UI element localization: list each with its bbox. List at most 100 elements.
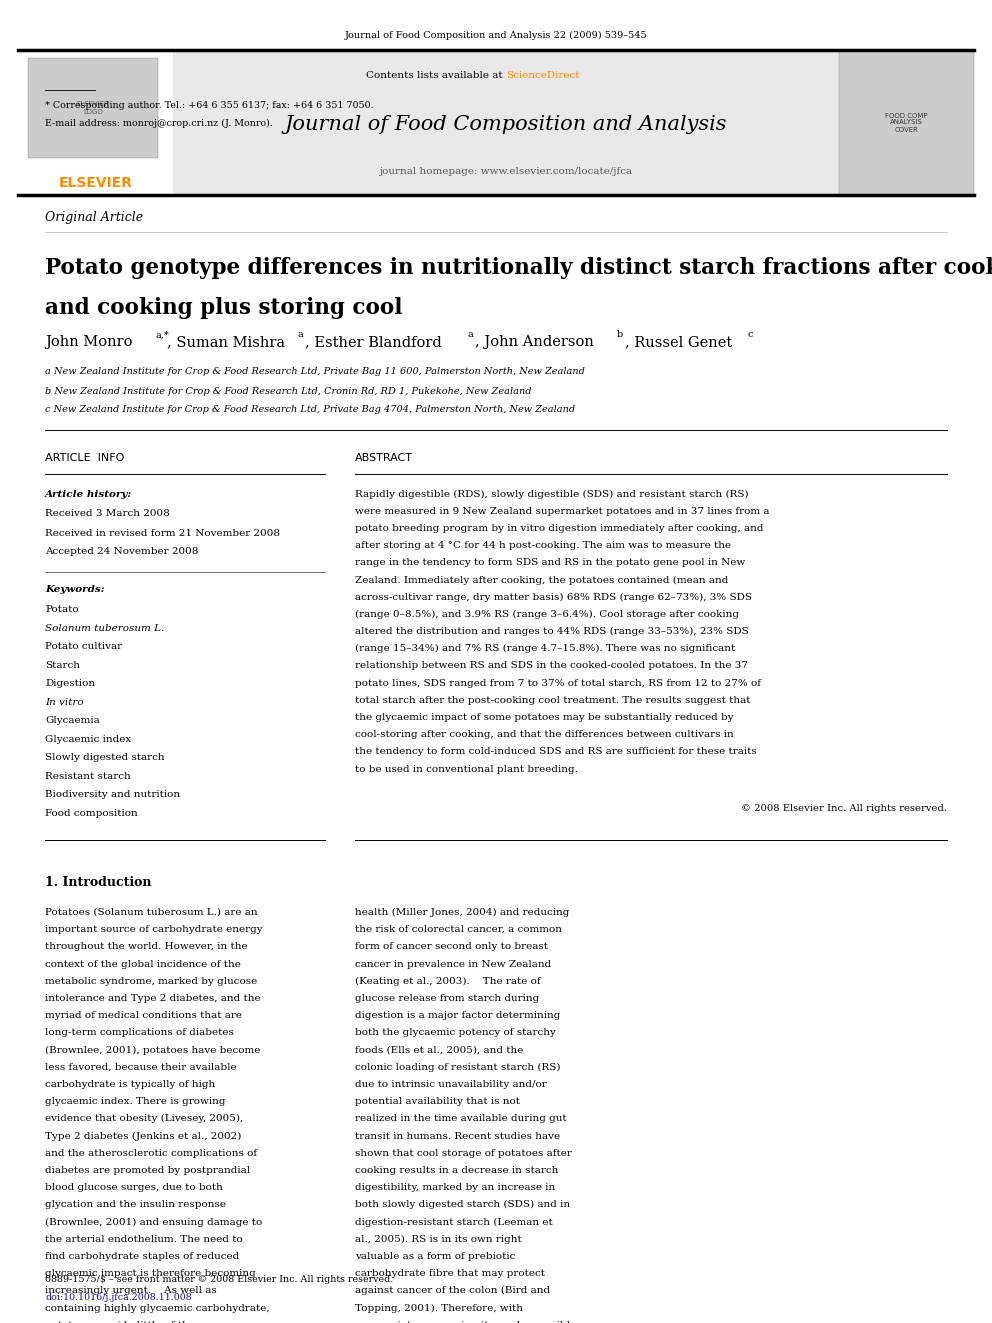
Text: glucose release from starch during: glucose release from starch during — [355, 994, 540, 1003]
Text: and the atherosclerotic complications of: and the atherosclerotic complications of — [45, 1148, 257, 1158]
Text: to be used in conventional plant breeding.: to be used in conventional plant breedin… — [355, 765, 578, 774]
Text: evidence that obesity (Livesey, 2005),: evidence that obesity (Livesey, 2005), — [45, 1114, 243, 1123]
Text: b: b — [617, 331, 623, 340]
Text: form of cancer second only to breast: form of cancer second only to breast — [355, 942, 548, 951]
Text: less favored, because their available: less favored, because their available — [45, 1062, 237, 1072]
Text: 0889-1575/$ – see front matter © 2008 Elsevier Inc. All rights reserved.: 0889-1575/$ – see front matter © 2008 El… — [45, 1274, 393, 1283]
Text: journal homepage: www.elsevier.com/locate/jfca: journal homepage: www.elsevier.com/locat… — [379, 168, 633, 176]
Text: Solanum tuberosum L.: Solanum tuberosum L. — [45, 624, 165, 632]
Text: altered the distribution and ranges to 44% RDS (range 33–53%), 23% SDS: altered the distribution and ranges to 4… — [355, 627, 749, 636]
Text: FOOD COMP
ANALYSIS
COVER: FOOD COMP ANALYSIS COVER — [885, 112, 928, 132]
Text: long-term complications of diabetes: long-term complications of diabetes — [45, 1028, 234, 1037]
Text: across-cultivar range, dry matter basis) 68% RDS (range 62–73%), 3% SDS: across-cultivar range, dry matter basis)… — [355, 593, 752, 602]
Text: after storing at 4 °C for 44 h post-cooking. The aim was to measure the: after storing at 4 °C for 44 h post-cook… — [355, 541, 731, 550]
Text: find carbohydrate staples of reduced: find carbohydrate staples of reduced — [45, 1252, 239, 1261]
Text: throughout the world. However, in the: throughout the world. However, in the — [45, 942, 248, 951]
Text: containing highly glycaemic carbohydrate,: containing highly glycaemic carbohydrate… — [45, 1303, 270, 1312]
Text: realized in the time available during gut: realized in the time available during gu… — [355, 1114, 566, 1123]
Text: potato breeding program by in vitro digestion immediately after cooking, and: potato breeding program by in vitro dige… — [355, 524, 764, 533]
Text: Received in revised form 21 November 2008: Received in revised form 21 November 200… — [45, 528, 280, 537]
Text: Resistant starch: Resistant starch — [45, 773, 131, 781]
Text: glycation and the insulin response: glycation and the insulin response — [45, 1200, 226, 1209]
Bar — [839, 50, 974, 194]
Text: Glycaemia: Glycaemia — [45, 717, 100, 725]
Text: total starch after the post-cooking cool treatment. The results suggest that: total starch after the post-cooking cool… — [355, 696, 751, 705]
Text: Contents lists available at: Contents lists available at — [366, 70, 506, 79]
Text: cooking results in a decrease in starch: cooking results in a decrease in starch — [355, 1166, 558, 1175]
Text: Journal of Food Composition and Analysis: Journal of Food Composition and Analysis — [285, 115, 727, 135]
Bar — [28, 58, 158, 157]
Text: (Brownlee, 2001) and ensuing damage to: (Brownlee, 2001) and ensuing damage to — [45, 1217, 262, 1226]
Text: b New Zealand Institute for Crop & Food Research Ltd, Cronin Rd, RD 1, Pukekohe,: b New Zealand Institute for Crop & Food … — [45, 386, 532, 396]
Text: (range 15–34%) and 7% RS (range 4.7–15.8%). There was no significant: (range 15–34%) and 7% RS (range 4.7–15.8… — [355, 644, 735, 654]
Text: valuable as a form of prebiotic: valuable as a form of prebiotic — [355, 1252, 516, 1261]
Text: due to intrinsic unavailability and/or: due to intrinsic unavailability and/or — [355, 1080, 547, 1089]
Text: carbohydrate is typically of high: carbohydrate is typically of high — [45, 1080, 215, 1089]
Text: both the glycaemic potency of starchy: both the glycaemic potency of starchy — [355, 1028, 556, 1037]
Text: Rapidly digestible (RDS), slowly digestible (SDS) and resistant starch (RS): Rapidly digestible (RDS), slowly digesti… — [355, 490, 749, 499]
Text: doi:10.1016/j.jfca.2008.11.008: doi:10.1016/j.jfca.2008.11.008 — [45, 1293, 191, 1302]
Text: transit in humans. Recent studies have: transit in humans. Recent studies have — [355, 1131, 560, 1140]
Text: the tendency to form cold-induced SDS and RS are sufficient for these traits: the tendency to form cold-induced SDS an… — [355, 747, 757, 757]
Text: shown that cool storage of potatoes after: shown that cool storage of potatoes afte… — [355, 1148, 571, 1158]
Text: digestion-resistant starch (Leeman et: digestion-resistant starch (Leeman et — [355, 1217, 553, 1226]
Text: , John Anderson: , John Anderson — [475, 335, 594, 349]
Text: potatoes provide little of the: potatoes provide little of the — [45, 1320, 195, 1323]
Text: © 2008 Elsevier Inc. All rights reserved.: © 2008 Elsevier Inc. All rights reserved… — [741, 804, 947, 812]
Text: Biodiversity and nutrition: Biodiversity and nutrition — [45, 791, 181, 799]
Text: appropriate processing it may be possible: appropriate processing it may be possibl… — [355, 1320, 576, 1323]
Text: foods (Ells et al., 2005), and the: foods (Ells et al., 2005), and the — [355, 1045, 524, 1054]
Text: , Russel Genet: , Russel Genet — [625, 335, 732, 349]
Text: al., 2005). RS is in its own right: al., 2005). RS is in its own right — [355, 1234, 522, 1244]
Text: glycaemic index. There is growing: glycaemic index. There is growing — [45, 1097, 225, 1106]
Text: colonic loading of resistant starch (RS): colonic loading of resistant starch (RS) — [355, 1062, 560, 1072]
Text: ARTICLE  INFO: ARTICLE INFO — [45, 452, 124, 463]
Text: Article history:: Article history: — [45, 490, 132, 499]
Text: ELSEVIER: ELSEVIER — [59, 176, 133, 191]
Text: blood glucose surges, due to both: blood glucose surges, due to both — [45, 1183, 223, 1192]
Bar — [18, 50, 173, 194]
Text: a New Zealand Institute for Crop & Food Research Ltd, Private Bag 11 600, Palmer: a New Zealand Institute for Crop & Food … — [45, 368, 585, 377]
Text: potato lines, SDS ranged from 7 to 37% of total starch, RS from 12 to 27% of: potato lines, SDS ranged from 7 to 37% o… — [355, 679, 761, 688]
Text: John Monro: John Monro — [45, 335, 133, 349]
Text: ScienceDirect: ScienceDirect — [506, 70, 579, 79]
Text: the glycaemic impact of some potatoes may be substantially reduced by: the glycaemic impact of some potatoes ma… — [355, 713, 734, 722]
Text: relationship between RS and SDS in the cooked-cooled potatoes. In the 37: relationship between RS and SDS in the c… — [355, 662, 748, 671]
Text: context of the global incidence of the: context of the global incidence of the — [45, 959, 241, 968]
Text: Potatoes (Solanum tuberosum L.) are an: Potatoes (Solanum tuberosum L.) are an — [45, 908, 258, 917]
Text: Journal of Food Composition and Analysis 22 (2009) 539–545: Journal of Food Composition and Analysis… — [344, 30, 648, 40]
Text: cancer in prevalence in New Zealand: cancer in prevalence in New Zealand — [355, 959, 552, 968]
Text: (range 0–8.5%), and 3.9% RS (range 3–6.4%). Cool storage after cooking: (range 0–8.5%), and 3.9% RS (range 3–6.4… — [355, 610, 739, 619]
Text: Potato: Potato — [45, 606, 78, 614]
Text: against cancer of the colon (Bird and: against cancer of the colon (Bird and — [355, 1286, 551, 1295]
Text: digestion is a major factor determining: digestion is a major factor determining — [355, 1011, 560, 1020]
Text: metabolic syndrome, marked by glucose: metabolic syndrome, marked by glucose — [45, 976, 257, 986]
Text: Slowly digested starch: Slowly digested starch — [45, 754, 165, 762]
Text: Topping, 2001). Therefore, with: Topping, 2001). Therefore, with — [355, 1303, 523, 1312]
Text: Food composition: Food composition — [45, 808, 138, 818]
Text: ELSEVIER
LOGO: ELSEVIER LOGO — [76, 102, 109, 115]
Text: digestibility, marked by an increase in: digestibility, marked by an increase in — [355, 1183, 556, 1192]
Text: Accepted 24 November 2008: Accepted 24 November 2008 — [45, 548, 198, 557]
Text: the risk of colorectal cancer, a common: the risk of colorectal cancer, a common — [355, 925, 562, 934]
Text: (Brownlee, 2001), potatoes have become: (Brownlee, 2001), potatoes have become — [45, 1045, 260, 1054]
Text: Type 2 diabetes (Jenkins et al., 2002): Type 2 diabetes (Jenkins et al., 2002) — [45, 1131, 241, 1140]
Text: Digestion: Digestion — [45, 680, 95, 688]
Text: Potato cultivar: Potato cultivar — [45, 643, 122, 651]
Text: important source of carbohydrate energy: important source of carbohydrate energy — [45, 925, 263, 934]
Text: glycaemic impact is therefore becoming: glycaemic impact is therefore becoming — [45, 1269, 256, 1278]
Text: were measured in 9 New Zealand supermarket potatoes and in 37 lines from a: were measured in 9 New Zealand supermark… — [355, 507, 770, 516]
Text: c: c — [747, 331, 753, 340]
Bar — [18, 50, 974, 194]
Text: c New Zealand Institute for Crop & Food Research Ltd, Private Bag 4704, Palmerst: c New Zealand Institute for Crop & Food … — [45, 406, 575, 414]
Text: range in the tendency to form SDS and RS in the potato gene pool in New: range in the tendency to form SDS and RS… — [355, 558, 745, 568]
Text: cool-storing after cooking, and that the differences between cultivars in: cool-storing after cooking, and that the… — [355, 730, 734, 740]
Text: a: a — [297, 331, 303, 340]
Text: Received 3 March 2008: Received 3 March 2008 — [45, 509, 170, 519]
Text: Starch: Starch — [45, 662, 80, 669]
Text: * Corresponding author. Tel.: +64 6 355 6137; fax: +64 6 351 7050.: * Corresponding author. Tel.: +64 6 355 … — [45, 101, 374, 110]
Text: (Keating et al., 2003).    The rate of: (Keating et al., 2003). The rate of — [355, 976, 541, 986]
Text: health (Miller Jones, 2004) and reducing: health (Miller Jones, 2004) and reducing — [355, 908, 569, 917]
Text: potential availability that is not: potential availability that is not — [355, 1097, 520, 1106]
Text: increasingly urgent.    As well as: increasingly urgent. As well as — [45, 1286, 216, 1295]
